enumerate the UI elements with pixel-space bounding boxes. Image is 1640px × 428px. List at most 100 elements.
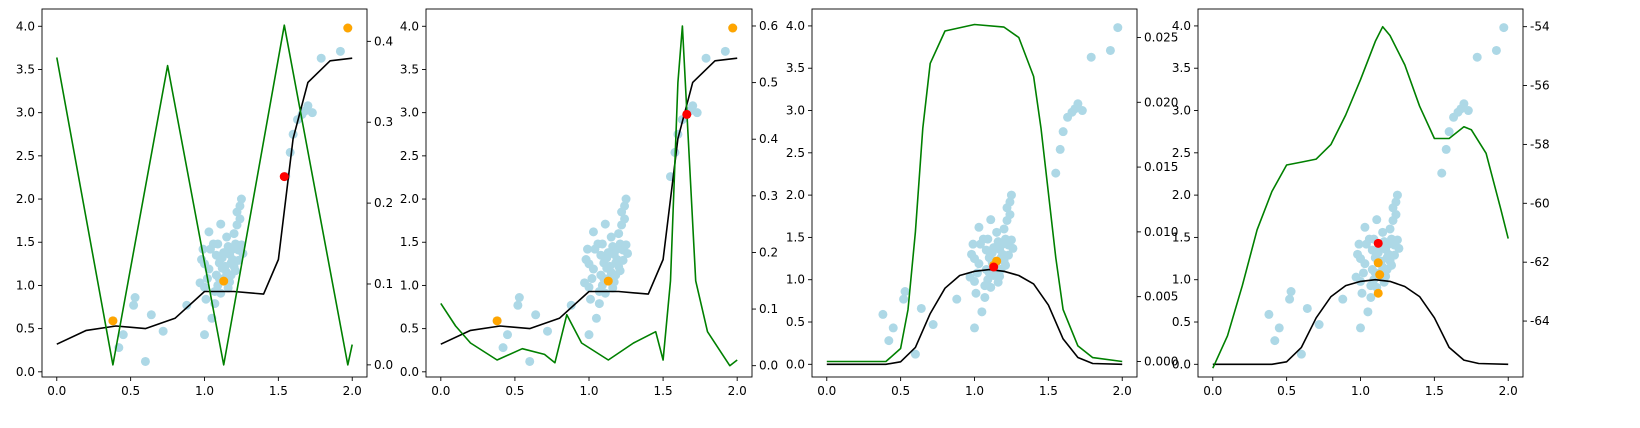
observation-point (1354, 239, 1364, 249)
observation-point (1051, 168, 1061, 178)
observation-point (623, 248, 633, 258)
observation-point (1338, 294, 1348, 304)
y-tick-label: 3.5 (1172, 61, 1191, 75)
x-tick-label: 0.0 (1203, 384, 1222, 398)
next-query-point (279, 172, 289, 182)
x-tick-label: 1.5 (1425, 384, 1444, 398)
acquisition-curve (440, 25, 738, 367)
observation-point (688, 101, 698, 111)
observation-point (584, 282, 594, 292)
observation-point (1077, 106, 1087, 116)
y2-tick-label: -64 (1530, 314, 1550, 328)
observation-point (977, 307, 987, 317)
y-tick-label: 2.0 (1172, 188, 1191, 202)
observation-point (1113, 23, 1123, 33)
next-query-point (1373, 238, 1383, 248)
observation-point (1372, 215, 1382, 225)
y2-tick-label: 0.0 (374, 358, 393, 372)
observation-point (910, 349, 920, 359)
observation-point (884, 336, 894, 346)
axes-frame (1197, 8, 1524, 378)
observation-point (1006, 235, 1016, 245)
observation-point (992, 227, 1002, 237)
y2-tick-label: -54 (1530, 20, 1550, 34)
observation-point (983, 234, 993, 244)
observation-point (968, 239, 978, 249)
observation-point (692, 108, 702, 118)
y-tick-label: 3.5 (786, 61, 805, 75)
y-tick-label: 2.5 (400, 149, 419, 163)
observation-point (204, 227, 214, 237)
y-tick-label: 1.5 (16, 235, 35, 249)
x-tick-label: 2.0 (1113, 384, 1132, 398)
y-tick-label: 2.5 (1172, 146, 1191, 160)
y2-tick-label: 0.4 (759, 132, 778, 146)
observation-point (1391, 210, 1401, 220)
observation-point (1001, 260, 1011, 270)
observation-point (1314, 320, 1324, 330)
observation-point (200, 282, 209, 292)
selected-point (1373, 258, 1383, 268)
y2-tick-label: 0.025 (1144, 31, 1178, 45)
observation-point (543, 326, 553, 336)
selected-point (492, 316, 502, 326)
observation-point (566, 300, 576, 310)
observation-point (200, 330, 209, 340)
y-tick-label: 1.5 (400, 235, 419, 249)
observation-point (158, 326, 168, 336)
x-tick-label: 0.0 (47, 384, 66, 398)
x-tick-label: 1.0 (1351, 384, 1370, 398)
observation-point (1360, 259, 1370, 269)
next-query-point (989, 262, 999, 272)
x-tick-label: 2.0 (343, 384, 362, 398)
acquisition-curve (1212, 25, 1509, 369)
y2-tick-label: 0.2 (759, 245, 778, 259)
observation-point (1357, 288, 1367, 298)
observation-point (1387, 260, 1397, 270)
y2-tick-label: 0.000 (1144, 354, 1178, 368)
y-tick-label: 0.5 (400, 322, 419, 336)
x-tick-label: 0.0 (817, 384, 836, 398)
observation-point (615, 266, 625, 276)
observation-point (900, 287, 910, 297)
x-tick-label: 1.5 (269, 384, 288, 398)
y-tick-label: 3.0 (400, 106, 419, 120)
observation-point (618, 255, 628, 265)
observation-point (995, 271, 1005, 281)
observation-point (974, 259, 984, 269)
observation-point (1356, 323, 1365, 333)
observation-point (587, 274, 597, 284)
acquisition-curve (56, 24, 353, 366)
x-tick-label: 0.5 (121, 384, 140, 398)
observation-point (235, 201, 245, 211)
x-tick-label: 0.5 (505, 384, 524, 398)
y-tick-label: 4.0 (786, 19, 805, 33)
y-tick-label: 1.0 (786, 273, 805, 287)
y-tick-label: 2.0 (786, 188, 805, 202)
observation-point (525, 356, 535, 366)
x-tick-label: 1.0 (195, 384, 214, 398)
observation-point (1302, 303, 1312, 313)
observation-point (140, 356, 150, 366)
observation-point (878, 309, 888, 319)
chart-panel-4: 0.0 0.5 1.0 1.5 2.0 0.0 0.5 1.0 1.5 2.0 2.5 3.0 3.5 4… (1172, 8, 1550, 398)
y-tick-label: 1.0 (16, 278, 35, 292)
chart-panel-2: 0.0 0.5 1.0 1.5 2.0 0.0 0.5 1.0 1.5 2.0 2.5 3.0 3.5 4… (400, 8, 778, 398)
observation-point (1264, 309, 1274, 319)
y-tick-label: 1.0 (1172, 273, 1191, 287)
y2-tick-label: 0.015 (1144, 160, 1178, 174)
observation-point (606, 232, 616, 242)
observation-point (1105, 45, 1115, 55)
selected-point (1375, 270, 1385, 280)
observation-point (1008, 243, 1018, 253)
selected-point (108, 316, 118, 326)
observation-point (600, 219, 610, 229)
y-tick-label: 0.0 (400, 365, 419, 379)
observation-point (720, 46, 730, 56)
y-tick-label: 1.5 (1172, 230, 1191, 244)
observation-point (594, 299, 604, 309)
observation-point (1437, 168, 1447, 178)
y2-tick-label: 0.0 (759, 359, 778, 373)
observation-point (986, 282, 996, 292)
observation-point (235, 214, 245, 224)
